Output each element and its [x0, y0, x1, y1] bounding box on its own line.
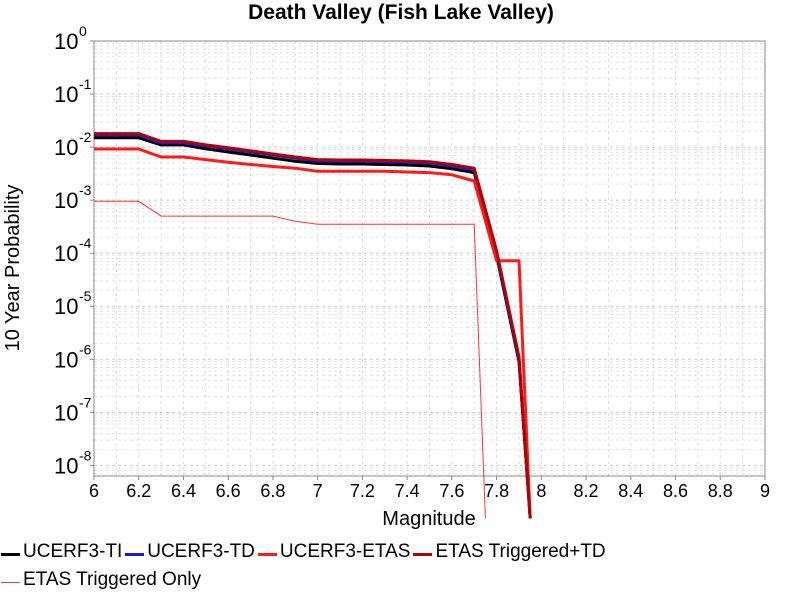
y-tick-base: 10 [54, 347, 78, 372]
x-tick-label: 9 [760, 481, 770, 501]
legend-swatch-etas-triggered-only [1, 581, 20, 583]
y-tick-exponent: -7 [79, 394, 92, 410]
legend-swatch-etas-triggered-td [413, 552, 433, 556]
x-tick-label: 8.8 [708, 481, 733, 501]
x-tick-label: 6.8 [260, 481, 285, 501]
y-tick-label: 10 0 [54, 23, 87, 54]
y-tick-exponent: -5 [79, 288, 92, 304]
y-tick-base: 10 [54, 82, 78, 107]
chart-title: Death Valley (Fish Lake Valley) [248, 1, 554, 24]
y-tick-base: 10 [54, 188, 78, 213]
y-tick-exponent: 0 [79, 23, 87, 39]
y-tick-label: 10 -4 [54, 235, 92, 266]
x-tick-label: 8 [536, 481, 546, 501]
x-axis-label: Magnitude [382, 508, 475, 530]
legend-label-ucerf3-ti: UCERF3-TI [23, 541, 123, 562]
y-tick-base: 10 [54, 241, 78, 266]
x-tick-label: 6 [89, 481, 99, 501]
y-axis-label: 10 Year Probability [2, 185, 24, 352]
y-tick-base: 10 [54, 294, 78, 319]
y-tick-label: 10 -3 [54, 182, 92, 213]
legend-swatch-ucerf3-td [125, 552, 145, 556]
legend-item-etas-triggered-td: ETAS Triggered+TD [412, 541, 606, 563]
plot-area [93, 40, 766, 477]
y-tick-label: 10 -5 [54, 288, 92, 319]
legend-item-ucerf3-ti: UCERF3-TI [0, 541, 122, 563]
x-tick-label: 6.4 [171, 481, 196, 501]
legend-swatch-ucerf3-etas [257, 552, 277, 556]
legend-row-2: ETAS Triggered Only [0, 566, 800, 594]
y-tick-exponent: -3 [79, 182, 92, 198]
x-tick-label: 7 [313, 481, 323, 501]
x-tick-label: 7.2 [350, 481, 375, 501]
y-tick-exponent: -8 [79, 447, 92, 463]
x-tick-label: 7.4 [395, 481, 420, 501]
series-line-ucerf3-etas [94, 147, 532, 519]
x-tick-label: 6.2 [126, 481, 151, 501]
y-tick-exponent: -4 [79, 235, 92, 251]
chart-grid [93, 40, 766, 476]
series-line-etas-triggered-td [94, 132, 532, 519]
y-tick-exponent: -6 [79, 341, 92, 357]
y-tick-base: 10 [54, 453, 78, 478]
x-tick-label: 8.2 [574, 481, 599, 501]
legend-item-ucerf3-td: UCERF3-TD [124, 541, 255, 563]
x-tick-label: 6.6 [216, 481, 241, 501]
series-line-etas-triggered-only [94, 200, 486, 519]
legend-row-1: UCERF3-TI UCERF3-TD UCERF3-ETAS ETAS Tri… [0, 538, 800, 566]
y-tick-base: 10 [54, 29, 78, 54]
x-tick-label: 8.6 [663, 481, 688, 501]
legend-label-etas-triggered-td: ETAS Triggered+TD [435, 541, 606, 562]
series-line-ucerf3-ti [94, 136, 532, 519]
x-tick-label: 7.6 [439, 481, 464, 501]
y-tick-label: 10 -7 [54, 394, 92, 425]
y-tick-base: 10 [54, 400, 78, 425]
y-tick-exponent: -2 [79, 129, 92, 145]
x-axis-ticks: 6 6.2 6.4 6.6 6.8 7 7.2 7.4 7.6 7.8 8 8.2 8.4 8.6 8.8 9 [89, 476, 770, 501]
y-tick-base: 10 [54, 135, 78, 160]
y-tick-label: 10 -8 [54, 447, 92, 478]
y-tick-label: 10 -1 [54, 76, 92, 107]
legend-label-etas-triggered-only: ETAS Triggered Only [23, 569, 202, 590]
legend-item-ucerf3-etas: UCERF3-ETAS [257, 541, 411, 563]
y-tick-label: 10 -6 [54, 341, 92, 372]
y-tick-label: 10 -2 [54, 129, 92, 160]
series-layer [94, 132, 532, 519]
legend-label-ucerf3-td: UCERF3-TD [147, 541, 255, 562]
series-line-ucerf3-td [94, 133, 532, 519]
y-tick-exponent: -1 [79, 76, 92, 92]
legend-label-ucerf3-etas: UCERF3-ETAS [279, 541, 411, 562]
legend: UCERF3-TI UCERF3-TD UCERF3-ETAS ETAS Tri… [0, 538, 800, 600]
x-tick-label: 8.4 [618, 481, 643, 501]
legend-item-etas-triggered-only: ETAS Triggered Only [0, 569, 201, 591]
chart-svg: Death Valley (Fish Lake Valley) 6 6.2 6.4 6… [2, 1, 770, 530]
legend-swatch-ucerf3-ti [1, 552, 20, 556]
x-tick-label: 7.8 [484, 481, 509, 501]
